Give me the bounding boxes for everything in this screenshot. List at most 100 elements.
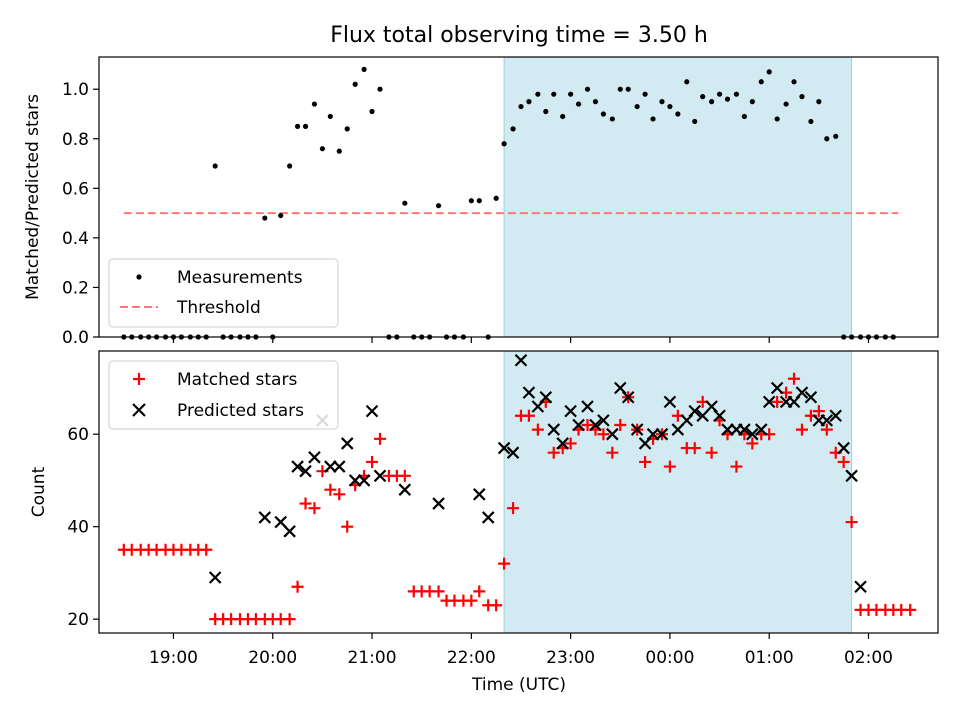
measurement-point [709, 99, 715, 105]
measurement-point [543, 108, 549, 115]
predicted-star-point [820, 414, 834, 427]
measurement-point [716, 91, 723, 97]
bottom-plot-frame [98, 350, 939, 634]
predicted-star-point [373, 469, 387, 483]
measurement-point [510, 126, 516, 132]
bottom-y-axis: 20 40 60 [67, 425, 99, 630]
measurement-point [344, 126, 350, 132]
predicted-star-point [845, 469, 858, 483]
matched-star-point [432, 585, 445, 598]
predicted-star-point [713, 409, 726, 422]
y-tick-label: 0.2 [62, 278, 89, 298]
predicted-star-point [564, 404, 577, 418]
measurement-point [493, 195, 499, 201]
measurement-point [369, 108, 375, 115]
measurement-point [642, 91, 648, 97]
predicted-star-point [299, 464, 312, 478]
measurement-point [833, 133, 839, 139]
predicted-star-point [291, 460, 304, 473]
legend-measurement-marker [136, 274, 142, 280]
measurement-point [535, 91, 541, 97]
measurement-point [700, 94, 706, 100]
measurement-point [336, 148, 342, 154]
measurement-point [659, 99, 665, 105]
predicted-star-point [754, 423, 768, 436]
measurement-point [824, 136, 830, 142]
bottom-panel: 20 40 60 19:00 20:00 21:00 22:00 23:00 00:00 01:… [29, 350, 939, 695]
x-tick-label: 01:00 [745, 648, 794, 668]
matched-star-point [788, 372, 801, 385]
predicted-star-point [481, 511, 495, 524]
measurement-point [783, 101, 789, 107]
matched-star-point [730, 460, 743, 473]
matched-star-point [663, 460, 676, 473]
matched-star-point [283, 613, 296, 626]
predicted-star-point [348, 474, 362, 487]
measurement-point [733, 91, 740, 97]
bottom-observing-window [503, 351, 853, 633]
predicted-star-point [770, 381, 784, 395]
matched-star-point [308, 502, 321, 515]
measurement-point [749, 99, 755, 105]
measurement-point [592, 99, 599, 105]
x-tick-label: 22:00 [447, 648, 496, 668]
bottom-legend-box [108, 360, 339, 430]
measurement-point [287, 163, 293, 169]
matched-star-point [597, 428, 610, 441]
predicted-star-point [283, 525, 296, 538]
predicted-star-point [506, 446, 520, 459]
y-tick-label: 0.4 [62, 229, 89, 249]
matched-star-point [606, 446, 619, 459]
bottom-x-axis: 19:00 20:00 21:00 22:00 23:00 00:00 01:00 02:00 [149, 633, 893, 668]
measurement-point [692, 118, 698, 125]
measurement-point [262, 215, 268, 221]
predicted-star-point [556, 437, 569, 450]
measurement-point [575, 101, 582, 107]
measurement-point [352, 81, 358, 87]
matched-star-point [299, 497, 312, 510]
measurement-point [667, 103, 673, 110]
predicted-star-point [589, 418, 602, 432]
predicted-star-point [340, 437, 354, 450]
predicted-star-point [208, 571, 222, 584]
legend-predicted-marker [132, 403, 146, 417]
matched-star-point [531, 423, 544, 436]
predicted-star-point [663, 395, 677, 409]
measurement-point [634, 103, 640, 110]
measurement-point [518, 103, 524, 110]
predicted-star-point [721, 423, 734, 436]
matched-star-point [473, 585, 486, 598]
predicted-star-point [497, 441, 511, 455]
predicted-star-point [308, 451, 321, 464]
measurement-point [808, 118, 814, 125]
y-tick-label: 20 [67, 610, 89, 630]
matched-star-point [564, 437, 577, 450]
matched-star-point [547, 446, 560, 459]
matched-star-point [639, 455, 652, 468]
matched-star-point [324, 483, 337, 496]
predicted-star-point [795, 386, 809, 399]
measurement-point [799, 94, 805, 100]
matched-star-point [581, 418, 594, 431]
measurement-point [625, 86, 631, 92]
observing-window-span [504, 57, 852, 337]
measurement-point [319, 146, 326, 152]
predicted-star-point [655, 427, 669, 441]
y-tick-label: 60 [67, 425, 89, 445]
measurement-point [526, 99, 532, 105]
measurement-point [617, 86, 623, 92]
measurement-point [816, 99, 822, 105]
legend-matched-label: Matched stars [177, 370, 297, 390]
x-axis-label: Time (UTC) [471, 675, 566, 695]
top-y-axis-label: Matched/Predicted stars [23, 94, 43, 300]
measurement-point [774, 116, 780, 122]
measurement-point [327, 113, 333, 120]
measurement-point [294, 123, 301, 129]
top-y-axis: 0.0 0.2 0.4 0.6 0.8 1.0 [62, 80, 99, 348]
measurement-point [212, 163, 218, 169]
matched-star-point [522, 409, 535, 422]
measurement-point [724, 96, 731, 102]
matched-star-point [333, 488, 346, 501]
matched-star-point [820, 423, 833, 436]
